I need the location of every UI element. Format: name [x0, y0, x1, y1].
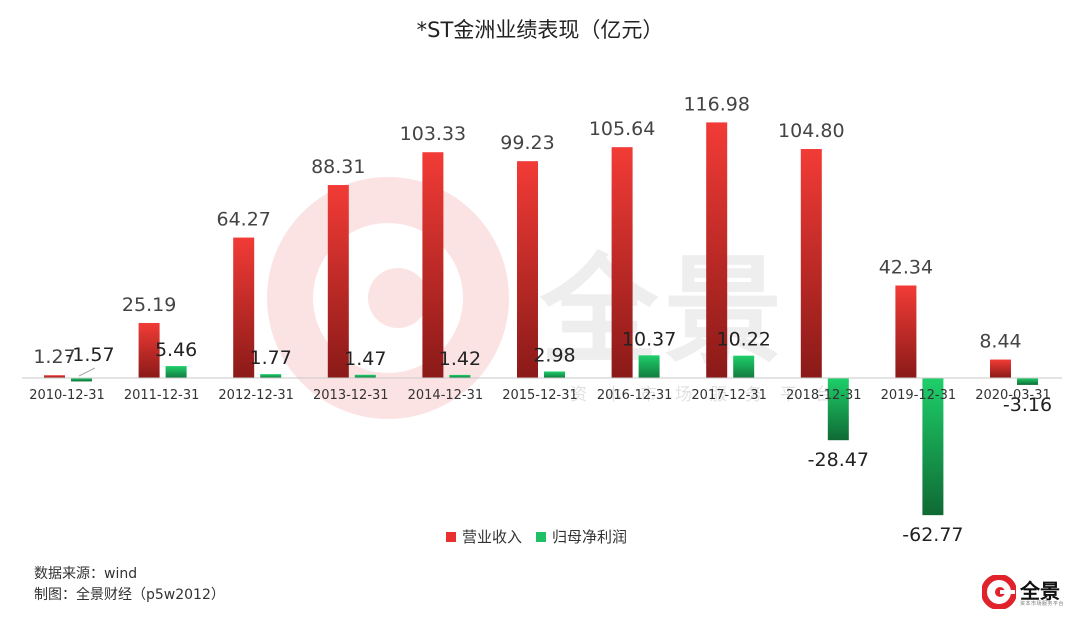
net-profit-bar: [922, 378, 944, 516]
net-profit-value-label: 5.46: [155, 339, 197, 361]
legend-label-net-profit: 归母净利润: [552, 528, 628, 546]
label-leader-line: [78, 367, 96, 377]
legend-item-revenue: 营业收入: [446, 526, 522, 547]
net-profit-bar: [733, 355, 755, 378]
revenue-value-label: 25.19: [122, 294, 176, 316]
revenue-value-label: 104.80: [778, 120, 844, 142]
revenue-value-label: 103.33: [400, 123, 466, 145]
net-profit-value-label: -3.16: [1003, 394, 1052, 416]
net-profit-value-label: 10.22: [716, 329, 770, 351]
net-profit-value-label: -62.77: [902, 524, 963, 546]
revenue-value-label: 88.31: [311, 156, 365, 178]
net-profit-value-label: 10.37: [622, 328, 676, 350]
x-tick-label: 2010-12-31: [29, 388, 105, 403]
net-profit-value-label: -1.57: [65, 344, 114, 366]
revenue-value-label: 116.98: [683, 93, 749, 115]
x-tick-label: 2017-12-31: [691, 388, 767, 403]
x-tick-label: 2015-12-31: [502, 388, 578, 403]
net-profit-value-label: 1.77: [250, 347, 292, 369]
net-profit-bar: [449, 374, 471, 378]
revenue-bar: [327, 185, 349, 378]
net-profit-bar: [260, 374, 282, 378]
net-profit-bar: [165, 366, 187, 378]
net-profit-value-label: 1.42: [439, 348, 481, 370]
data-source-note: 数据来源：wind: [34, 566, 138, 582]
legend-swatch-revenue: [446, 531, 456, 542]
legend-label-revenue: 营业收入: [462, 528, 523, 546]
brand-name: 全景: [1020, 579, 1060, 603]
chart-maker-note: 制图：全景财经（p5w2012）: [34, 587, 225, 603]
revenue-bar: [233, 237, 255, 378]
revenue-value-label: 8.44: [979, 331, 1021, 353]
net-profit-bar: [638, 355, 660, 378]
x-tick-label: 2012-12-31: [218, 388, 294, 403]
x-tick-label: 2020-03-31: [975, 388, 1051, 403]
watermark-logo-icon: [267, 177, 509, 419]
brand-tagline: 资本市场服务平台: [1020, 601, 1065, 607]
x-tick-label: 2016-12-31: [597, 388, 673, 403]
net-profit-value-label: 2.98: [533, 344, 575, 366]
revenue-bar: [422, 152, 444, 378]
net-profit-value-label: -28.47: [808, 449, 869, 471]
net-profit-bar: [71, 378, 92, 382]
revenue-bar: [517, 161, 538, 378]
net-profit-bar: [544, 371, 565, 378]
x-tick-label: 2014-12-31: [408, 388, 484, 403]
net-profit-bar: [1017, 378, 1038, 385]
revenue-value-label: 64.27: [216, 209, 270, 231]
brand-logo: 全景 资本市场服务平台: [982, 573, 1072, 613]
revenue-bar: [895, 285, 917, 378]
revenue-value-label: 99.23: [500, 132, 554, 154]
watermark-subtitle: 资本市场服务平台: [570, 385, 850, 405]
x-tick-label: 2019-12-31: [881, 388, 957, 403]
revenue-bar: [706, 122, 728, 378]
revenue-bar: [138, 322, 160, 378]
chart-title: *ST金洲业绩表现（亿元）: [416, 18, 664, 42]
net-profit-bar: [354, 374, 376, 378]
legend-item-net-profit: 归母净利润: [536, 526, 627, 547]
x-tick-label: 2018-12-31: [786, 388, 862, 403]
net-profit-value-label: 1.47: [344, 348, 386, 370]
revenue-value-label: 105.64: [589, 118, 655, 140]
legend-swatch-net-profit: [536, 531, 547, 542]
brand-logo-icon: [982, 575, 1016, 609]
x-tick-label: 2011-12-31: [124, 388, 200, 403]
revenue-bar: [44, 375, 65, 378]
revenue-bar: [800, 149, 822, 378]
revenue-value-label: 1.27: [33, 346, 75, 368]
chart-legend: 营业收入 归母净利润: [446, 526, 635, 547]
x-tick-label: 2013-12-31: [313, 388, 389, 403]
net-profit-bar: [827, 378, 849, 441]
revenue-bar: [611, 147, 633, 378]
revenue-value-label: 42.34: [879, 256, 933, 278]
revenue-bar: [990, 359, 1011, 378]
